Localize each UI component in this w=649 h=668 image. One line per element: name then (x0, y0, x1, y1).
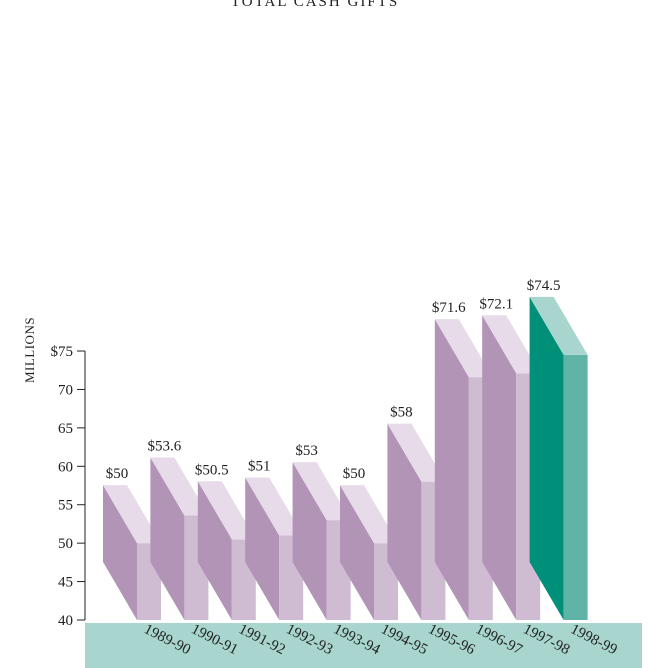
y-tick-label: $75 (51, 344, 74, 360)
y-tick-label: 40 (58, 613, 73, 629)
y-tick-label: 45 (58, 575, 73, 591)
y-tick-label: 65 (58, 421, 73, 437)
data-label: $50 (106, 466, 129, 482)
y-axis: $75 70 65 60 55 50 45 40 (51, 344, 86, 629)
bar-top-face (482, 315, 541, 374)
bar-side-face (340, 485, 374, 620)
bar (340, 485, 398, 620)
chart-title: TOTAL CASH GIFTS (231, 0, 399, 10)
data-label: $58 (390, 405, 413, 421)
base-platform (85, 623, 642, 668)
data-label: $71.6 (432, 300, 466, 316)
data-label: $50.5 (195, 462, 229, 478)
data-label: $72.1 (479, 296, 513, 312)
bar-side-face (482, 315, 517, 620)
y-tick-label: 50 (58, 536, 73, 552)
data-label: $50 (343, 466, 366, 482)
bar-side-face (292, 462, 327, 620)
bar-side-face (150, 457, 185, 620)
bar-side-face (387, 423, 422, 620)
bar (529, 296, 588, 620)
bar-top-face (434, 319, 493, 378)
bar-side-face (103, 485, 137, 620)
bar-top-face (529, 296, 588, 355)
y-tick-label: 55 (58, 498, 73, 514)
bar-top-face (387, 423, 446, 482)
data-label: $51 (248, 458, 271, 474)
y-tick-label: 70 (58, 382, 73, 398)
bar-side-face (529, 296, 564, 620)
data-label: $53.6 (148, 438, 182, 454)
bar-side-face (434, 319, 469, 620)
y-axis-title: MILLIONS (22, 317, 37, 383)
bar-top-face (103, 485, 161, 544)
data-label: $53 (295, 443, 318, 459)
bar-front-face (563, 354, 588, 620)
bars-layer (103, 296, 588, 620)
bar-side-face (197, 481, 232, 620)
bar-top-face (150, 457, 209, 516)
bar (482, 315, 541, 620)
bar-top-face (340, 485, 398, 544)
bar-top-face (197, 481, 256, 540)
bar-top-face (292, 462, 351, 521)
data-label: $74.5 (527, 278, 561, 294)
y-tick-label: 60 (58, 459, 73, 475)
chart-base (85, 623, 642, 668)
bar-side-face (245, 477, 280, 620)
bar-top-face (245, 477, 304, 536)
